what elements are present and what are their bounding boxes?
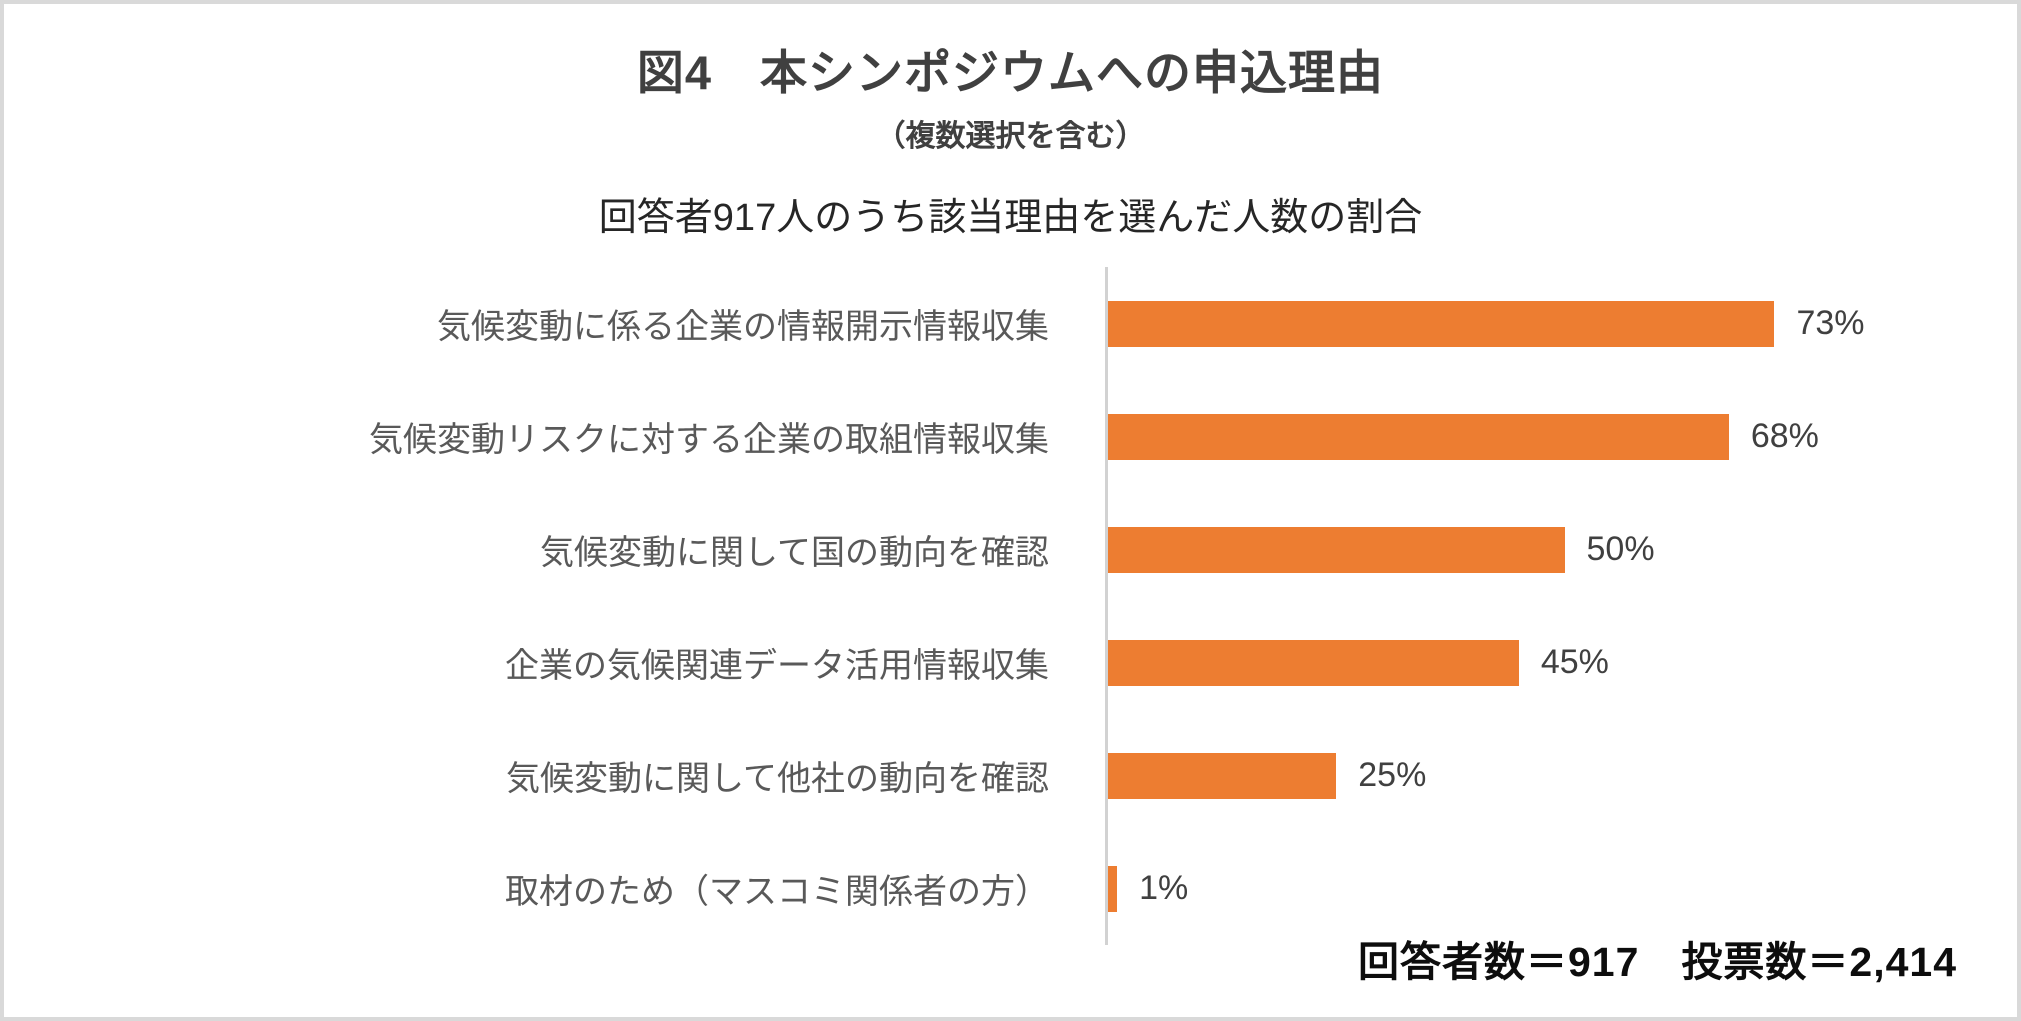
value-label: 25% [1358, 756, 1427, 794]
bar [1108, 300, 1775, 347]
category-label: 気候変動に関して他社の動向を確認 [506, 760, 1049, 798]
value-label: 73% [1796, 304, 1865, 342]
respondent-count-note: 回答者数＝917 投票数＝2,414 [1357, 939, 1957, 985]
bar [1108, 413, 1729, 460]
bar-track: 68% [1077, 380, 2017, 493]
category-label: 企業の気候関連データ活用情報収集 [505, 647, 1049, 685]
bar-chart: 気候変動に係る企業の情報開示情報収集 73% 気候変動リスクに対する企業の取組情報収… [4, 267, 2017, 945]
bar-track: 73% [1077, 267, 2017, 380]
bar-row: 気候変動リスクに対する企業の取組情報収集 68% [4, 380, 2017, 493]
bar-row: 取材のため（マスコミ関係者の方） 1% [4, 832, 2017, 945]
value-label: 68% [1750, 417, 1819, 455]
chart-title: 回答者917人のうち該当理由を選んだ人数の割合 [598, 197, 1423, 239]
bar [1108, 526, 1565, 573]
bar-track: 25% [1077, 719, 2017, 832]
bar [1108, 639, 1519, 686]
category-label: 取材のため（マスコミ関係者の方） [505, 873, 1049, 911]
bar-rows: 気候変動に係る企業の情報開示情報収集 73% 気候変動リスクに対する企業の取組情報収… [4, 267, 2017, 945]
value-label: 45% [1540, 643, 1609, 681]
bar-track: 45% [1077, 606, 2017, 719]
bar-row: 気候変動に関して他社の動向を確認 25% [4, 719, 2017, 832]
bar-row: 気候変動に関して国の動向を確認 50% [4, 493, 2017, 606]
value-label: 50% [1586, 530, 1655, 568]
category-label: 気候変動リスクに対する企業の取組情報収集 [369, 421, 1049, 459]
figure-subtitle: （複数選択を含む） [875, 120, 1146, 153]
bar-track: 50% [1077, 493, 2017, 606]
category-label: 気候変動に関して国の動向を確認 [540, 534, 1049, 572]
value-label: 1% [1139, 869, 1189, 907]
figure-title: 図4 本シンポジウムへの申込理由 [636, 46, 1385, 99]
category-label: 気候変動に係る企業の情報開示情報収集 [437, 308, 1049, 346]
bar [1108, 865, 1118, 912]
y-axis-line [1105, 267, 1108, 945]
bar-track: 1% [1077, 832, 2017, 945]
bar-row: 気候変動に係る企業の情報開示情報収集 73% [4, 267, 2017, 380]
bar [1108, 752, 1337, 799]
bar-row: 企業の気候関連データ活用情報収集 45% [4, 606, 2017, 719]
